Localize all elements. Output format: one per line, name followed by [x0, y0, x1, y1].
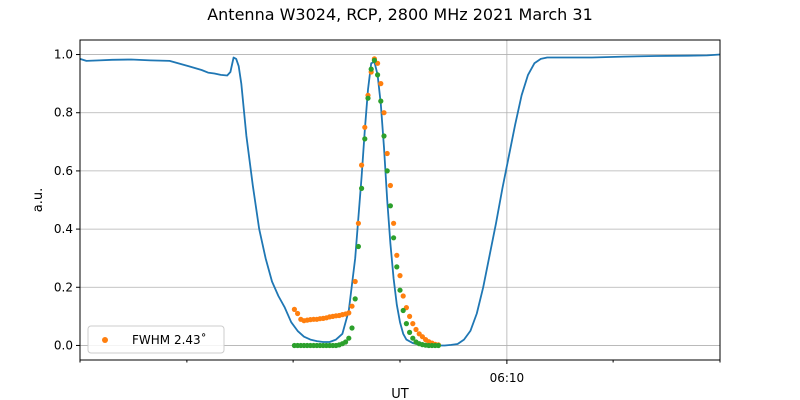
scatter-point	[413, 326, 419, 333]
scatter-point	[394, 252, 400, 258]
scatter-point	[378, 81, 384, 87]
scatter-point	[343, 339, 349, 345]
axes: 0.0 0.2 0.4 0.6 0.8 1.0 06:10	[54, 48, 721, 385]
scatter-point	[407, 329, 413, 335]
scatter-point	[400, 293, 406, 299]
y-axis-label: a.u.	[31, 188, 46, 212]
y-tick-label: 0.0	[54, 338, 73, 352]
y-tick-label: 0.6	[54, 164, 73, 178]
x-tick-label: 06:10	[490, 371, 525, 385]
legend-box	[87, 325, 225, 354]
scatter-point	[371, 57, 377, 64]
scatter-point	[355, 220, 361, 226]
scatter-point	[362, 124, 368, 130]
scatter-point	[381, 133, 387, 139]
scatter-point	[435, 342, 441, 349]
scatter-point	[384, 168, 390, 174]
scatter-point	[346, 335, 352, 341]
y-tick-label: 0.8	[54, 106, 73, 120]
y-tick-label: 0.2	[54, 280, 73, 294]
scatter-point	[407, 313, 413, 319]
scatter-point	[349, 303, 355, 309]
scatter-point	[378, 98, 384, 104]
chart-title: Antenna W3024, RCP, 2800 MHz 2021 March …	[207, 5, 593, 24]
scatter-point	[365, 95, 371, 101]
scatter-point	[397, 287, 403, 293]
scatter-point	[400, 307, 406, 314]
y-tick-label: 0.4	[54, 222, 73, 236]
scatter-point	[362, 136, 368, 142]
scatter-point	[410, 335, 416, 341]
scatter-point	[391, 235, 397, 241]
scatter-point	[352, 278, 358, 285]
plot-area	[80, 40, 720, 360]
scatter-point	[410, 321, 416, 327]
x-axis-label: UT	[391, 387, 409, 400]
scatter-point	[387, 203, 393, 209]
legend: FWHM 2.43˚	[87, 325, 225, 354]
scatter-point	[346, 310, 352, 316]
scatter-point	[352, 296, 358, 302]
scatter-point	[394, 264, 400, 270]
scatter-point	[359, 162, 365, 168]
grid-lines	[80, 40, 720, 360]
series-line	[79, 53, 721, 347]
scatter-point	[349, 325, 355, 331]
scatter-point	[359, 185, 365, 191]
scatter-point	[368, 66, 374, 72]
scatter-point	[381, 110, 387, 116]
scatter-point	[391, 220, 397, 226]
scatter-series-2	[291, 57, 441, 349]
scatter-point	[355, 243, 361, 250]
legend-marker	[102, 337, 108, 343]
scatter-point	[387, 182, 393, 189]
y-tick-label: 1.0	[54, 48, 73, 62]
scatter-point	[397, 273, 403, 279]
scatter-point	[295, 310, 301, 317]
scatter-point	[375, 72, 381, 78]
scatter-point	[291, 306, 297, 312]
scatter-point	[403, 321, 409, 327]
series-layer	[79, 53, 721, 349]
scatter-point	[384, 150, 390, 157]
legend-label: FWHM 2.43˚	[132, 332, 207, 347]
